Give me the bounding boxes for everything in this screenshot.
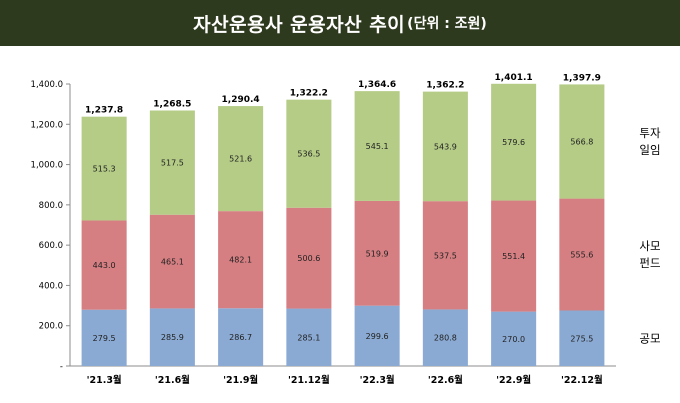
legend-label: 투자 — [639, 126, 661, 140]
data-label: 545.1 — [366, 142, 389, 151]
total-label: 1,362.2 — [426, 81, 464, 91]
y-tick-label: 200.0 — [39, 322, 63, 332]
data-label: 536.5 — [297, 150, 320, 159]
data-label: 555.6 — [570, 251, 593, 260]
chart-title-main: 자산운용사 운용자산 추이 — [193, 13, 406, 36]
data-label: 500.6 — [297, 254, 320, 263]
total-label: 1,237.8 — [85, 106, 123, 116]
chart-title: 자산운용사 운용자산 추이 (단위 : 조원) — [0, 0, 680, 46]
bar-segment-public — [559, 310, 605, 366]
x-tick-label: '22.9월 — [496, 374, 531, 386]
data-label: 465.1 — [161, 258, 184, 267]
total-label: 1,364.6 — [358, 80, 396, 90]
data-label: 482.1 — [229, 256, 252, 265]
data-label: 443.0 — [93, 261, 116, 270]
x-tick-label: '21.12월 — [288, 374, 330, 386]
x-tick-label: '22.12월 — [561, 374, 603, 386]
data-label: 270.0 — [502, 335, 525, 344]
bar-segment-public — [286, 308, 332, 366]
bar-segment-private-fund — [286, 207, 332, 309]
bar-segment-public — [81, 309, 127, 366]
bar-segment-public — [149, 308, 195, 366]
data-label: 519.9 — [366, 249, 389, 258]
y-tick-label: - — [60, 362, 63, 372]
data-label: 515.3 — [93, 165, 116, 174]
bar-segment-public — [422, 309, 468, 366]
total-label: 1,322.2 — [290, 89, 328, 99]
x-tick-label: '22.3월 — [360, 374, 395, 386]
x-tick-label: '22.6월 — [428, 374, 463, 386]
data-label: 285.9 — [161, 333, 184, 342]
total-label: 1,401.1 — [495, 73, 533, 83]
bar-segment-discretionary — [286, 99, 332, 208]
x-tick-label: '21.3월 — [87, 374, 122, 386]
total-label: 1,397.9 — [563, 73, 601, 83]
data-label: 551.4 — [502, 252, 525, 261]
bar-segment-private-fund — [81, 220, 127, 310]
data-label: 279.5 — [93, 334, 116, 343]
data-label: 286.7 — [229, 333, 252, 342]
data-label: 280.8 — [434, 334, 457, 343]
bar-segment-discretionary — [354, 91, 400, 201]
bar-segment-public — [354, 305, 400, 366]
y-tick-label: 1,200.0 — [31, 120, 63, 130]
bar-segment-discretionary — [149, 110, 195, 215]
bar-segment-public — [491, 311, 537, 366]
data-label: 517.5 — [161, 159, 184, 168]
data-label: 285.1 — [297, 333, 320, 342]
bar-segment-private-fund — [354, 200, 400, 306]
legend-label: 공모 — [639, 331, 660, 345]
stacked-bar-chart: - 200.0 400.0 600.0 800.0 1,000.0 1,200.0 1,400… — [31, 73, 661, 386]
total-label: 1,268.5 — [153, 99, 191, 109]
bar-segment-discretionary — [422, 91, 468, 202]
bar-segment-discretionary — [218, 106, 264, 212]
legend-label: 펀드 — [639, 256, 660, 270]
data-label: 521.6 — [229, 155, 252, 164]
bar-segment-public — [218, 308, 264, 366]
y-tick-label: 800.0 — [39, 201, 63, 211]
data-label: 537.5 — [434, 251, 457, 260]
legend-label: 일임 — [639, 143, 660, 157]
bar-segment-private-fund — [149, 214, 195, 309]
y-tick-label: 1,000.0 — [31, 161, 63, 171]
data-label: 566.8 — [570, 138, 593, 147]
bar-segment-discretionary — [559, 84, 605, 199]
total-label: 1,290.4 — [222, 95, 260, 105]
y-tick-label: 400.0 — [39, 281, 63, 291]
x-tick-label: '21.9월 — [223, 374, 258, 386]
data-label: 579.6 — [502, 138, 525, 147]
y-tick-label: 600.0 — [39, 241, 63, 251]
bar-segment-discretionary — [81, 116, 127, 221]
chart-title-unit: (단위 : 조원) — [407, 16, 487, 32]
x-tick-label: '21.6월 — [155, 374, 190, 386]
bar-segment-private-fund — [218, 211, 264, 309]
bar-segment-private-fund — [422, 201, 468, 310]
data-label: 275.5 — [570, 334, 593, 343]
legend-label: 사모 — [639, 239, 660, 253]
data-label: 543.9 — [434, 142, 457, 151]
bar-segment-private-fund — [559, 198, 605, 311]
bar-segment-discretionary — [491, 83, 537, 201]
bar-segment-private-fund — [491, 200, 537, 312]
y-tick-label: 1,400.0 — [31, 80, 63, 90]
data-label: 299.6 — [366, 332, 389, 341]
